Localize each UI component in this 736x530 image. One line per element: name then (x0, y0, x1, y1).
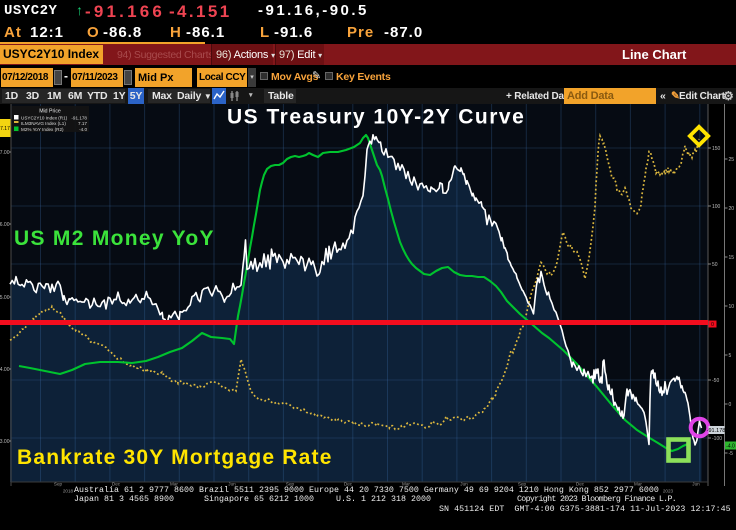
svg-text:7.17: 7.17 (78, 121, 87, 126)
svg-text:Sep: Sep (286, 482, 295, 487)
svg-text:Sep: Sep (518, 482, 527, 487)
svg-text:7.00: 7.00 (0, 150, 10, 156)
svg-text:Mid Price: Mid Price (39, 109, 61, 115)
svg-text:100: 100 (712, 204, 721, 210)
svg-text:-4.0: -4.0 (726, 444, 735, 450)
svg-text:2018: 2018 (63, 489, 74, 494)
svg-text:Dec: Dec (576, 482, 585, 487)
svg-text:Mar: Mar (402, 482, 410, 487)
svg-text:10: 10 (729, 304, 735, 310)
svg-text:Jun: Jun (228, 482, 236, 487)
svg-text:US M2 Money YoY: US M2 Money YoY (14, 227, 215, 250)
svg-text:-5: -5 (729, 451, 734, 457)
svg-text:7.17: 7.17 (0, 126, 10, 132)
svg-text:0: 0 (729, 402, 732, 408)
svg-text:150: 150 (712, 146, 721, 152)
svg-text:4.00: 4.00 (0, 367, 10, 373)
svg-text:USYC2Y10 Index (R1): USYC2Y10 Index (R1) (21, 116, 68, 121)
svg-text:Jun: Jun (692, 482, 700, 487)
svg-text:Dec: Dec (112, 482, 121, 487)
svg-text:3.00: 3.00 (0, 439, 10, 445)
svg-text:15: 15 (729, 255, 735, 261)
svg-text:5: 5 (729, 353, 732, 359)
svg-text:-50: -50 (712, 378, 719, 384)
svg-text:-91.178: -91.178 (707, 428, 726, 434)
svg-text:-4.0: -4.0 (79, 127, 87, 132)
svg-text:Jun: Jun (460, 482, 468, 487)
svg-text:20: 20 (729, 206, 735, 212)
svg-text:5.00: 5.00 (0, 295, 10, 301)
svg-text:25: 25 (729, 157, 735, 163)
svg-text:2023: 2023 (663, 489, 674, 494)
svg-text:US Treasury 10Y-2Y Curve: US Treasury 10Y-2Y Curve (227, 106, 525, 129)
svg-text:-100: -100 (712, 436, 722, 442)
svg-text:50: 50 (712, 262, 718, 268)
svg-text:M2% YoY Index (R2): M2% YoY Index (R2) (21, 127, 64, 132)
svg-text:Dec: Dec (344, 482, 353, 487)
svg-text:Bankrate 30Y Mortgage Rate: Bankrate 30Y Mortgage Rate (17, 446, 333, 469)
svg-text:Sep: Sep (54, 482, 63, 487)
svg-text:Mar: Mar (634, 482, 642, 487)
svg-text:Mar: Mar (170, 482, 178, 487)
svg-text:ILM3NAVG Index (L1): ILM3NAVG Index (L1) (21, 121, 66, 126)
svg-text:0: 0 (711, 322, 714, 328)
svg-text:6.00: 6.00 (0, 222, 10, 228)
svg-text:-91.178: -91.178 (71, 116, 87, 121)
